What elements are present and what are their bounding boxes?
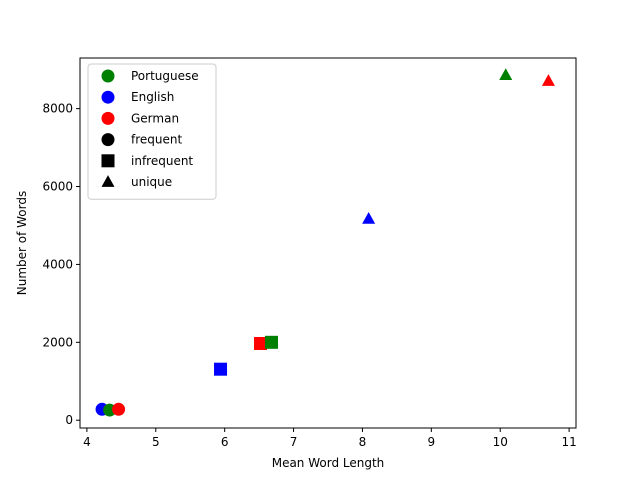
point-portuguese-infrequent: [265, 335, 279, 349]
plot-area-frame: [79, 57, 577, 429]
x-axis: 4 5 6 7 8 9 10 11: [83, 428, 577, 449]
legend-box: [87, 63, 217, 200]
legend-entry-label: frequent: [131, 133, 182, 147]
x-tick-label: 9: [428, 435, 436, 449]
point-german-frequent: [112, 402, 126, 416]
y-tick-label: 2000: [42, 335, 73, 349]
point-german-infrequent: [253, 336, 267, 350]
x-axis-label: Mean Word Length: [272, 456, 385, 470]
y-tick-label: 6000: [42, 180, 73, 194]
x-tick-label: 7: [290, 435, 298, 449]
legend-marker-english: [101, 90, 115, 104]
legend-entry-label: German: [131, 111, 179, 125]
point-english-unique: [362, 212, 376, 224]
x-tick-label: 6: [221, 435, 229, 449]
x-tick-label: 4: [83, 435, 91, 449]
legend: Portuguese English German frequent infrequen…: [87, 63, 217, 200]
point-portuguese-unique: [499, 68, 513, 81]
point-english-infrequent: [214, 362, 228, 376]
legend-marker-infrequent: [101, 154, 115, 168]
legend-entry-label: infrequent: [131, 154, 193, 168]
y-tick-label: 4000: [42, 257, 73, 271]
point-german-unique: [541, 74, 555, 86]
legend-marker-unique: [101, 175, 115, 187]
legend-marker-german: [101, 111, 115, 125]
x-tick-label: 11: [561, 435, 576, 449]
plot-marks: [95, 68, 555, 417]
x-tick-label: 8: [359, 435, 367, 449]
y-tick-label: 0: [65, 413, 73, 427]
legend-entry-label: unique: [131, 175, 172, 189]
x-tick-label: 5: [152, 435, 160, 449]
x-tick-label: 10: [493, 435, 508, 449]
y-axis-label: Number of Words: [15, 191, 29, 296]
legend-entry-label: Portuguese: [131, 69, 199, 83]
legend-marker-portuguese: [101, 69, 115, 83]
legend-entry-label: English: [131, 90, 174, 104]
legend-marker-frequent: [101, 133, 115, 147]
y-tick-label: 8000: [42, 102, 73, 116]
y-axis: 0 2000 4000 6000 8000: [42, 102, 80, 427]
